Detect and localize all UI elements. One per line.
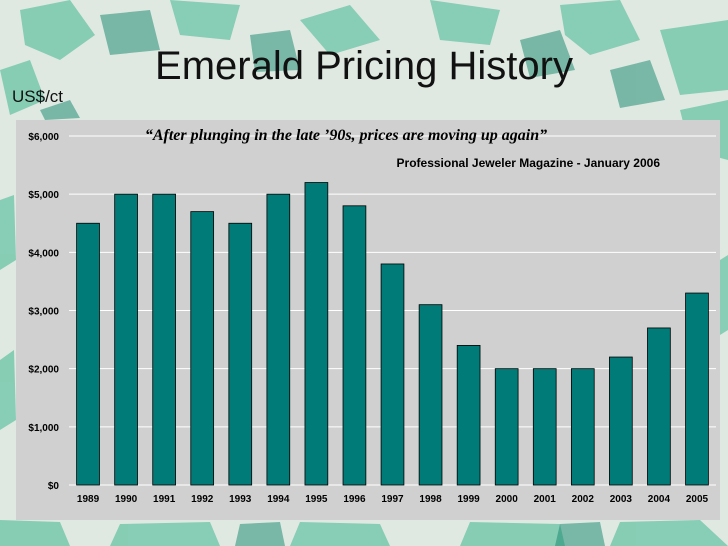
x-tick-label: 1990	[115, 494, 138, 505]
x-tick-label: 1996	[343, 494, 366, 505]
x-axis-ticks: 1989 1990 1991 1992 1993 1994 1995 1996 1997 1998…	[77, 494, 709, 505]
bar-1994	[266, 193, 291, 486]
chart-source-annotation: Professional Jeweler Magazine - January …	[397, 156, 661, 170]
y-axis-ticks: $0 $1,000 $2,000 $3,000 $4,000 $5,000 $6,000	[28, 132, 59, 492]
y-tick-label: $0	[48, 481, 60, 492]
chart-panel: $0 $1,000 $2,000 $3,000 $4,000 $5,000 $6,000 1…	[16, 120, 720, 520]
bar-2001	[532, 368, 557, 486]
x-tick-label: 2000	[496, 494, 519, 505]
x-tick-label: 1999	[457, 494, 480, 505]
bar-1999	[456, 344, 481, 486]
bar-1996	[342, 205, 367, 486]
bar-1990	[114, 193, 138, 486]
x-tick-label: 2003	[610, 494, 633, 505]
bar-1989	[76, 222, 100, 486]
bar-1997	[380, 263, 405, 486]
y-tick-label: $3,000	[28, 307, 59, 318]
x-tick-label: 1994	[267, 494, 290, 505]
x-tick-label: 1993	[229, 494, 252, 505]
bar-1991	[152, 193, 176, 486]
bar-2005	[685, 292, 709, 486]
y-tick-label: $4,000	[28, 248, 59, 259]
bar-1993	[228, 222, 253, 486]
bars	[76, 182, 709, 486]
bar-1998	[418, 304, 443, 486]
x-tick-label: 1998	[419, 494, 442, 505]
y-tick-label: $5,000	[28, 190, 59, 201]
x-tick-label: 2005	[686, 494, 709, 505]
y-tick-label: $6,000	[28, 132, 59, 143]
x-tick-label: 2001	[534, 494, 557, 505]
x-tick-label: 1989	[77, 494, 100, 505]
x-tick-label: 2004	[648, 494, 671, 505]
y-tick-label: $1,000	[28, 423, 59, 434]
slide-title: Emerald Pricing History	[155, 44, 573, 88]
bar-2000	[494, 368, 519, 486]
x-tick-label: 1991	[153, 494, 176, 505]
bar-2002	[570, 368, 595, 486]
bar-2003	[609, 356, 633, 486]
bar-1992	[190, 211, 215, 486]
bar-chart: $0 $1,000 $2,000 $3,000 $4,000 $5,000 $6,000 1…	[28, 127, 716, 505]
bar-1995	[304, 182, 329, 486]
x-tick-label: 1997	[381, 494, 404, 505]
chart-quote-annotation: “After plunging in the late ’90s, prices…	[145, 127, 547, 144]
y-tick-label: $2,000	[28, 365, 59, 376]
x-tick-label: 1995	[305, 494, 328, 505]
y-unit-label: US$/ct	[12, 87, 64, 106]
x-tick-label: 2002	[572, 494, 595, 505]
x-tick-label: 1992	[191, 494, 214, 505]
bar-2004	[647, 327, 671, 486]
